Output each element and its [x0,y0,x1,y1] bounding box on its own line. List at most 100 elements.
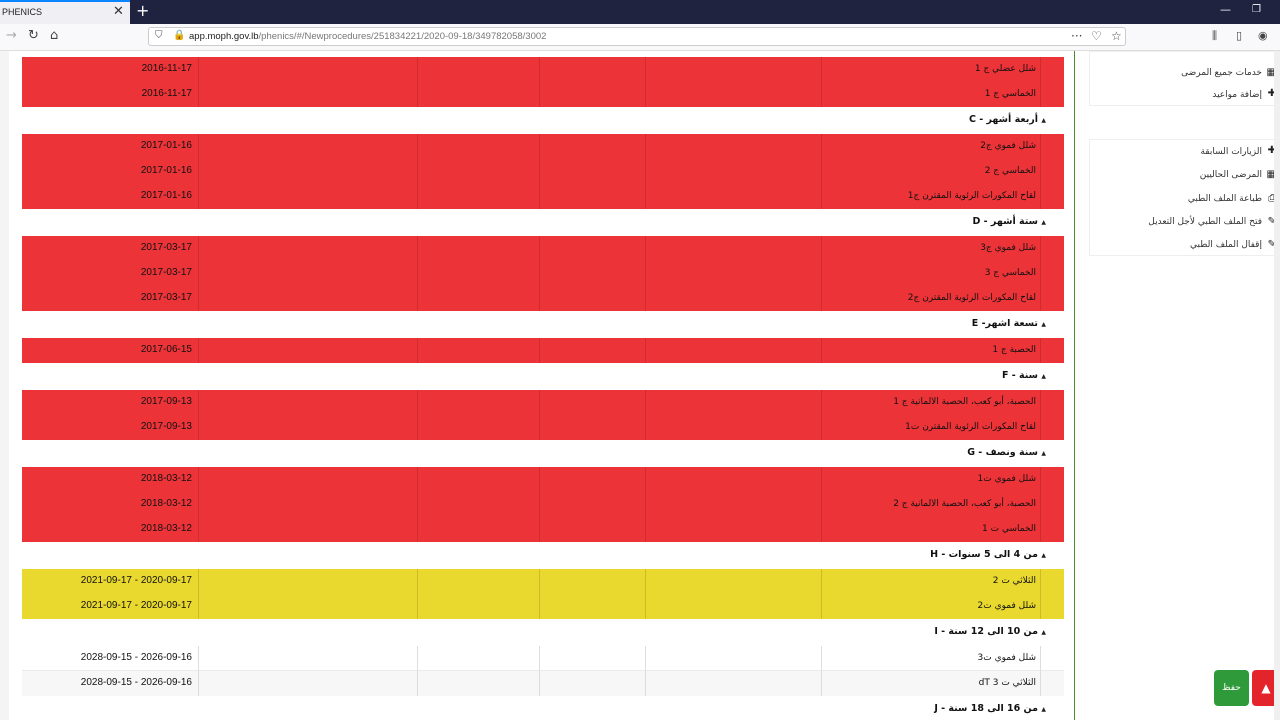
collapse-caret-icon[interactable]: ▲ [1041,552,1046,559]
collapse-caret-icon[interactable]: ▲ [1041,373,1046,380]
close-tab-icon[interactable]: ✕ [113,4,124,19]
lock-icon[interactable]: 🔒 [173,30,186,41]
cell-divider [198,569,199,594]
sidebar-item-previous-visits[interactable]: الزيارات السابقة ✚ [1200,145,1276,157]
reload-icon[interactable]: ↻ [28,28,39,43]
browser-tab[interactable]: PHENICS ✕ [0,0,130,24]
left-strip [0,51,9,720]
vaccine-name: شلل فموي ت2 [977,601,1036,611]
cell-divider [821,467,822,492]
url-text[interactable]: app.moph.gov.lb/phenics/#/Newprocedures/… [189,31,546,42]
table-row[interactable]: الثلاثي ت 2 2021-09-17 - 2020-09-17 [22,569,1064,594]
cell-divider [539,390,540,415]
browser-tab-bar: PHENICS ✕ + — ❐ [0,0,1280,24]
sidebar-item-current-patients[interactable]: المرضى الحاليين ▦ [1200,169,1276,180]
collapse-caret-icon[interactable]: ▲ [1041,117,1046,124]
table-row[interactable]: شلل فموي ت3 2028-09-15 - 2026-09-16 [22,646,1064,671]
table-row[interactable]: شلل فموي ج2 2017-01-16 [22,134,1064,159]
cell-divider [821,646,822,671]
collapse-caret-icon[interactable]: ▲ [1041,629,1046,636]
cell-divider [539,517,540,542]
sidebar-item-open-record-edit[interactable]: فتح الملف الطبي لأجل التعديل ✎ [1148,216,1276,227]
table-row[interactable]: الحصبة، أبو كعب، الحصبة الالمانية ج 2 201… [22,492,1064,517]
cell-divider [198,492,199,517]
table-row[interactable]: الخماسي ج 3 2017-03-17 [22,261,1064,286]
group-header[interactable]: C - أربعة أشهر ▲ [22,107,1064,133]
cell-divider [645,646,646,671]
vaccine-date: 2017-03-17 [140,292,192,303]
group-header[interactable]: H - من 4 الى 5 سنوات ▲ [22,542,1064,568]
forward-icon[interactable]: → [6,28,17,43]
sidebar-item-add-appointments[interactable]: إضافة مواعيد ✚ [1212,88,1276,100]
vaccine-name: الخماسي ج 3 [984,268,1036,278]
table-row[interactable]: الخماسي ج 2 2017-01-16 [22,159,1064,184]
table-row[interactable]: الحصبة، أبو كعب، الحصبة الالمانية ج 1 201… [22,390,1064,415]
table-row[interactable]: الخماسي ت 1 2018-03-12 [22,517,1064,542]
address-bar[interactable]: ⛉ 🔒 app.moph.gov.lb/phenics/#/Newprocedu… [148,27,1126,46]
library-icon[interactable]: ⫼ [1212,29,1218,42]
cell-divider [645,671,646,696]
cell-divider [417,467,418,492]
cell-divider [417,57,418,82]
bookmark-star-icon[interactable]: ☆ [1111,29,1122,43]
cell-divider [1040,338,1041,363]
sidebar-item-all-patients-services[interactable]: خدمات جميع المرضى ▦ [1181,67,1276,78]
table-row[interactable]: شلل فموي ت2 2021-09-17 - 2020-09-17 [22,594,1064,619]
collapse-caret-icon[interactable]: ▲ [1041,706,1046,713]
account-icon[interactable]: ◉ [1258,29,1268,42]
table-row[interactable]: الحصبة ج 1 2017-06-15 [22,338,1064,363]
sidebar-item-label: إقفال الملف الطبي [1190,240,1262,250]
cell-divider [539,594,540,619]
table-row[interactable]: شلل فموي ت1 2018-03-12 [22,467,1064,492]
vaccine-name: لقاح المكورات الرئوية المقترن ج1 [907,191,1036,201]
table-row[interactable]: لقاح المكورات الرئوية المقترن ج1 2017-01-… [22,184,1064,209]
cell-divider [1040,184,1041,209]
minimize-icon[interactable]: — [1220,3,1231,16]
collapse-caret-icon[interactable]: ▲ [1041,321,1046,328]
cell-divider [1040,671,1041,696]
table-row[interactable]: لقاح المكورات الرئوية المقترن ت1 2017-09-… [22,415,1064,440]
cell-divider [539,492,540,517]
group-header[interactable]: F - سنة ▲ [22,363,1064,389]
sidebar-item-print-record[interactable]: طباعة الملف الطبي ⎙ [1188,193,1276,204]
group-header[interactable]: E -تسعة اشهر ▲ [22,311,1064,337]
table-row[interactable]: الثلاثي ت 3 dT 2028-09-15 - 2026-09-16 [22,671,1064,696]
table-row[interactable]: لقاح المكورات الرئوية المقترن ج2 2017-03-… [22,286,1064,311]
new-tab-icon[interactable]: + [136,1,150,20]
table-row[interactable]: شلل فموي ج3 2017-03-17 [22,236,1064,261]
grid-icon: ▦ [1266,67,1276,78]
cell-divider [821,286,822,311]
cell-divider [821,338,822,363]
cell-divider [198,286,199,311]
save-button[interactable]: حفظ [1214,670,1249,706]
cell-divider [645,415,646,440]
scrollbar[interactable] [1274,51,1280,720]
cell-divider [645,159,646,184]
cell-divider [539,415,540,440]
home-icon[interactable]: ⌂ [50,28,59,43]
group-header[interactable]: J - من 16 الى 18 سنة ▲ [22,696,1064,720]
vaccine-name: الثلاثي ت 3 dT [978,678,1036,688]
group-header-label: C - أربعة أشهر [968,114,1038,125]
table-row[interactable]: شلل عضلي ج 1 2016-11-17 [22,57,1064,82]
cell-divider [417,261,418,286]
sidebar-icon[interactable]: ▯ [1236,29,1243,42]
more-icon[interactable]: ··· [1071,29,1083,43]
cell-divider [539,82,540,107]
group-header[interactable]: D - ستة أشهر ▲ [22,209,1064,235]
cell-divider [417,646,418,671]
vaccine-name: الحصبة ج 1 [992,345,1036,355]
cell-divider [1040,492,1041,517]
group-header[interactable]: G - سنة ونصف ▲ [22,440,1064,466]
pocket-icon[interactable]: ♡ [1091,29,1102,43]
shield-icon[interactable]: ⛉ [155,30,163,41]
cell-divider [539,467,540,492]
restore-icon[interactable]: ❐ [1252,4,1261,15]
edit-icon: ✎ [1267,239,1276,250]
cell-divider [821,82,822,107]
group-header[interactable]: I - من 10 الى 12 سنة ▲ [22,619,1064,645]
sidebar-item-close-record[interactable]: إقفال الملف الطبي ✎ [1190,239,1276,250]
collapse-caret-icon[interactable]: ▲ [1041,219,1046,226]
collapse-caret-icon[interactable]: ▲ [1041,450,1046,457]
table-row[interactable]: الخماسي ج 1 2016-11-17 [22,82,1064,107]
